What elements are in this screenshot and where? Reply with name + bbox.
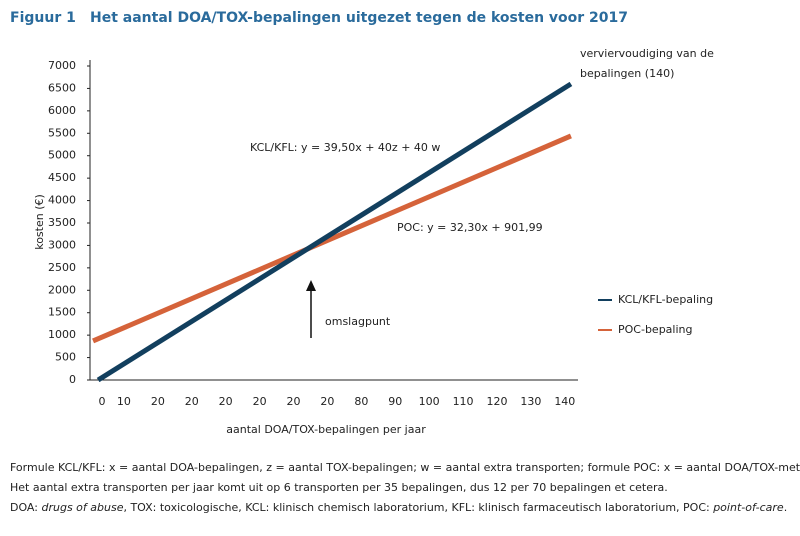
y-tick-label: 3000 [48, 238, 76, 251]
note-part: point-of-care [712, 501, 784, 514]
x-tick-label: 120 [486, 395, 507, 408]
note-part: . [784, 501, 788, 514]
y-tick-label: 1000 [48, 328, 76, 341]
x-tick-label: 140 [554, 395, 575, 408]
annotation: KCL/KFL: y = 39,50x + 40z + 40 w [250, 141, 440, 154]
note: Formule KCL/KFL: x = aantal DOA-bepaling… [10, 461, 800, 474]
note-part: DOA: [10, 501, 41, 514]
x-tick-label: 110 [453, 395, 474, 408]
note: Het aantal extra transporten per jaar ko… [10, 481, 668, 494]
y-axis-label: kosten (€) [33, 194, 46, 250]
y-tick-label: 500 [55, 351, 76, 364]
y-tick-label: 5000 [48, 149, 76, 162]
figure-label: Figuur 1 [10, 10, 76, 26]
x-tick-label: 80 [354, 395, 368, 408]
x-tick-label: 10 [117, 395, 131, 408]
annotation: bepalingen (140) [580, 67, 674, 80]
x-tick-label: 20 [320, 395, 334, 408]
x-tick-label: 20 [286, 395, 300, 408]
annotation: omslagpunt [325, 315, 391, 328]
x-tick-label: 90 [388, 395, 402, 408]
note: DOA: drugs of abuse, TOX: toxicologische… [10, 501, 787, 514]
x-tick-label: 0 [99, 395, 106, 408]
x-tick-label: 100 [419, 395, 440, 408]
y-tick-label: 4000 [48, 194, 76, 207]
y-tick-label: 0 [69, 373, 76, 386]
y-tick-label: 1500 [48, 306, 76, 319]
legend-label: POC-bepaling [618, 323, 692, 336]
note-part: drugs of abuse [41, 501, 123, 514]
x-tick-label: 20 [253, 395, 267, 408]
x-tick-label: 130 [520, 395, 541, 408]
y-tick-label: 6000 [48, 104, 76, 117]
legend-label: KCL/KFL-bepaling [618, 293, 713, 306]
y-tick-label: 7000 [48, 59, 76, 72]
y-tick-label: 2500 [48, 261, 76, 274]
line [96, 81, 573, 383]
y-tick-label: 4500 [48, 171, 76, 184]
chart-title: Het aantal DOA/TOX-bepalingen uitgezet t… [90, 10, 628, 26]
x-tick-label: 20 [219, 395, 233, 408]
y-tick-label: 6500 [48, 81, 76, 94]
annotation: verviervoudiging van de [580, 47, 714, 60]
x-tick-label: 20 [185, 395, 199, 408]
note-part: , TOX: toxicologische, KCL: klinisch che… [123, 501, 713, 514]
y-tick-label: 5500 [48, 126, 76, 139]
y-tick-label: 2000 [48, 283, 76, 296]
y-tick-label: 3500 [48, 216, 76, 229]
arrow-head [306, 280, 316, 291]
annotation: POC: y = 32,30x + 901,99 [397, 221, 543, 234]
line [92, 133, 572, 344]
x-tick-label: 20 [151, 395, 165, 408]
x-axis-label: aantal DOA/TOX-bepalingen per jaar [226, 423, 426, 436]
